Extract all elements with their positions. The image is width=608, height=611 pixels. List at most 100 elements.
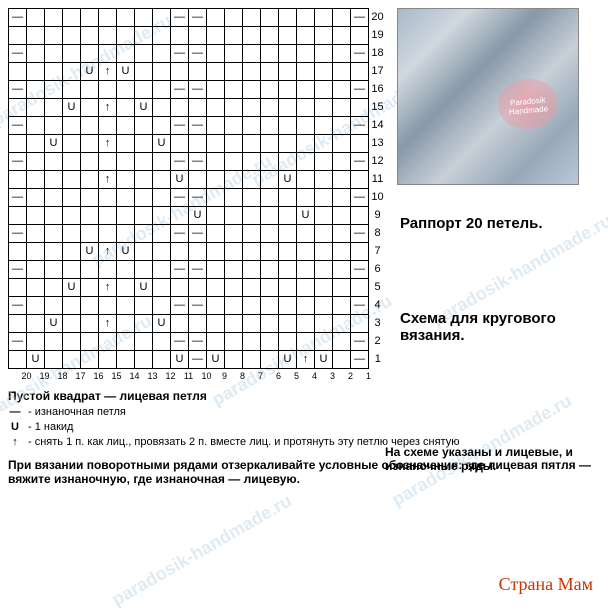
chart-cell — [261, 279, 279, 297]
chart-cell — [99, 117, 117, 135]
chart-cell: U — [45, 315, 63, 333]
chart-cell — [99, 45, 117, 63]
chart-cell — [45, 333, 63, 351]
scheme-text: Схема для кругового вязания. — [400, 310, 580, 344]
chart-cell: — — [9, 81, 27, 99]
chart-cell — [261, 243, 279, 261]
purl-symbol: — — [8, 406, 22, 418]
chart-cell — [225, 243, 243, 261]
chart-cell — [297, 243, 315, 261]
chart-cell: — — [351, 225, 369, 243]
col-number: 1 — [360, 371, 378, 381]
chart-cell — [243, 99, 261, 117]
chart-cell: U — [297, 207, 315, 225]
chart-cell — [297, 225, 315, 243]
chart-cell — [333, 9, 351, 27]
chart-cell — [117, 315, 135, 333]
chart-cell — [225, 315, 243, 333]
watermark: paradosik-handmade.ru — [108, 490, 295, 610]
chart-cell — [189, 135, 207, 153]
chart-cell — [243, 135, 261, 153]
chart-cell — [225, 171, 243, 189]
chart-cell — [243, 9, 261, 27]
chart-cell — [81, 279, 99, 297]
chart-cell: — — [171, 117, 189, 135]
chart-cell — [279, 189, 297, 207]
column-numbers: 2019181716151413121110987654321 — [8, 369, 387, 381]
col-number: 20 — [18, 371, 36, 381]
chart-cell — [27, 135, 45, 153]
col-number: 18 — [54, 371, 72, 381]
photo-watermark: Paradosik Handmade — [496, 76, 560, 131]
chart-cell — [63, 243, 81, 261]
chart-cell — [9, 279, 27, 297]
chart-cell — [315, 315, 333, 333]
col-number: 14 — [126, 371, 144, 381]
chart-cell — [297, 99, 315, 117]
chart-cell — [297, 333, 315, 351]
chart-cell — [45, 351, 63, 369]
chart-cell — [117, 261, 135, 279]
chart-cell: — — [189, 333, 207, 351]
chart-cell: — — [351, 153, 369, 171]
chart-cell — [225, 27, 243, 45]
chart-cell: — — [351, 9, 369, 27]
chart-cell — [315, 279, 333, 297]
chart-cell — [81, 351, 99, 369]
chart-cell — [279, 9, 297, 27]
chart-cell — [153, 63, 171, 81]
chart-cell — [315, 225, 333, 243]
chart-cell — [279, 207, 297, 225]
chart-cell — [297, 315, 315, 333]
chart-cell — [153, 243, 171, 261]
chart-cell — [99, 297, 117, 315]
chart-cell: ↑ — [99, 279, 117, 297]
chart-cell — [243, 351, 261, 369]
chart-cell — [153, 279, 171, 297]
chart-cell: — — [171, 297, 189, 315]
chart-cell — [315, 45, 333, 63]
chart-cell — [297, 153, 315, 171]
chart-cell — [135, 135, 153, 153]
row-number: 11 — [369, 171, 387, 189]
chart-cell — [27, 243, 45, 261]
chart-cell: — — [171, 225, 189, 243]
chart-cell — [207, 9, 225, 27]
chart-cell — [171, 315, 189, 333]
chart-cell — [135, 297, 153, 315]
chart-cell — [99, 207, 117, 225]
chart-cell — [153, 81, 171, 99]
chart-cell — [63, 63, 81, 81]
chart-cell — [189, 243, 207, 261]
chart-cell — [261, 297, 279, 315]
row-number: 7 — [369, 243, 387, 261]
chart-cell: U — [45, 135, 63, 153]
chart-cell: ↑ — [297, 351, 315, 369]
yo-symbol: U — [8, 421, 22, 433]
chart-cell — [171, 99, 189, 117]
col-number: 2 — [342, 371, 360, 381]
chart-cell — [45, 243, 63, 261]
chart-cell — [225, 225, 243, 243]
chart-cell — [261, 63, 279, 81]
chart-cell — [81, 261, 99, 279]
chart-cell — [207, 153, 225, 171]
chart-cell — [261, 9, 279, 27]
chart-cell: U — [153, 315, 171, 333]
chart-cell — [9, 63, 27, 81]
chart-cell — [351, 243, 369, 261]
chart-cell — [9, 243, 27, 261]
chart-cell — [63, 135, 81, 153]
chart-cell — [63, 225, 81, 243]
chart-cell — [153, 27, 171, 45]
chart-cell — [27, 81, 45, 99]
chart-cell — [81, 189, 99, 207]
chart-cell — [171, 27, 189, 45]
chart-cell — [63, 261, 81, 279]
chart-cell: U — [279, 171, 297, 189]
chart-cell — [153, 207, 171, 225]
chart-cell — [333, 81, 351, 99]
row-number: 17 — [369, 63, 387, 81]
arrow-symbol: ↑ — [8, 436, 22, 448]
legend-purl: - изнаночная петля — [28, 406, 126, 418]
